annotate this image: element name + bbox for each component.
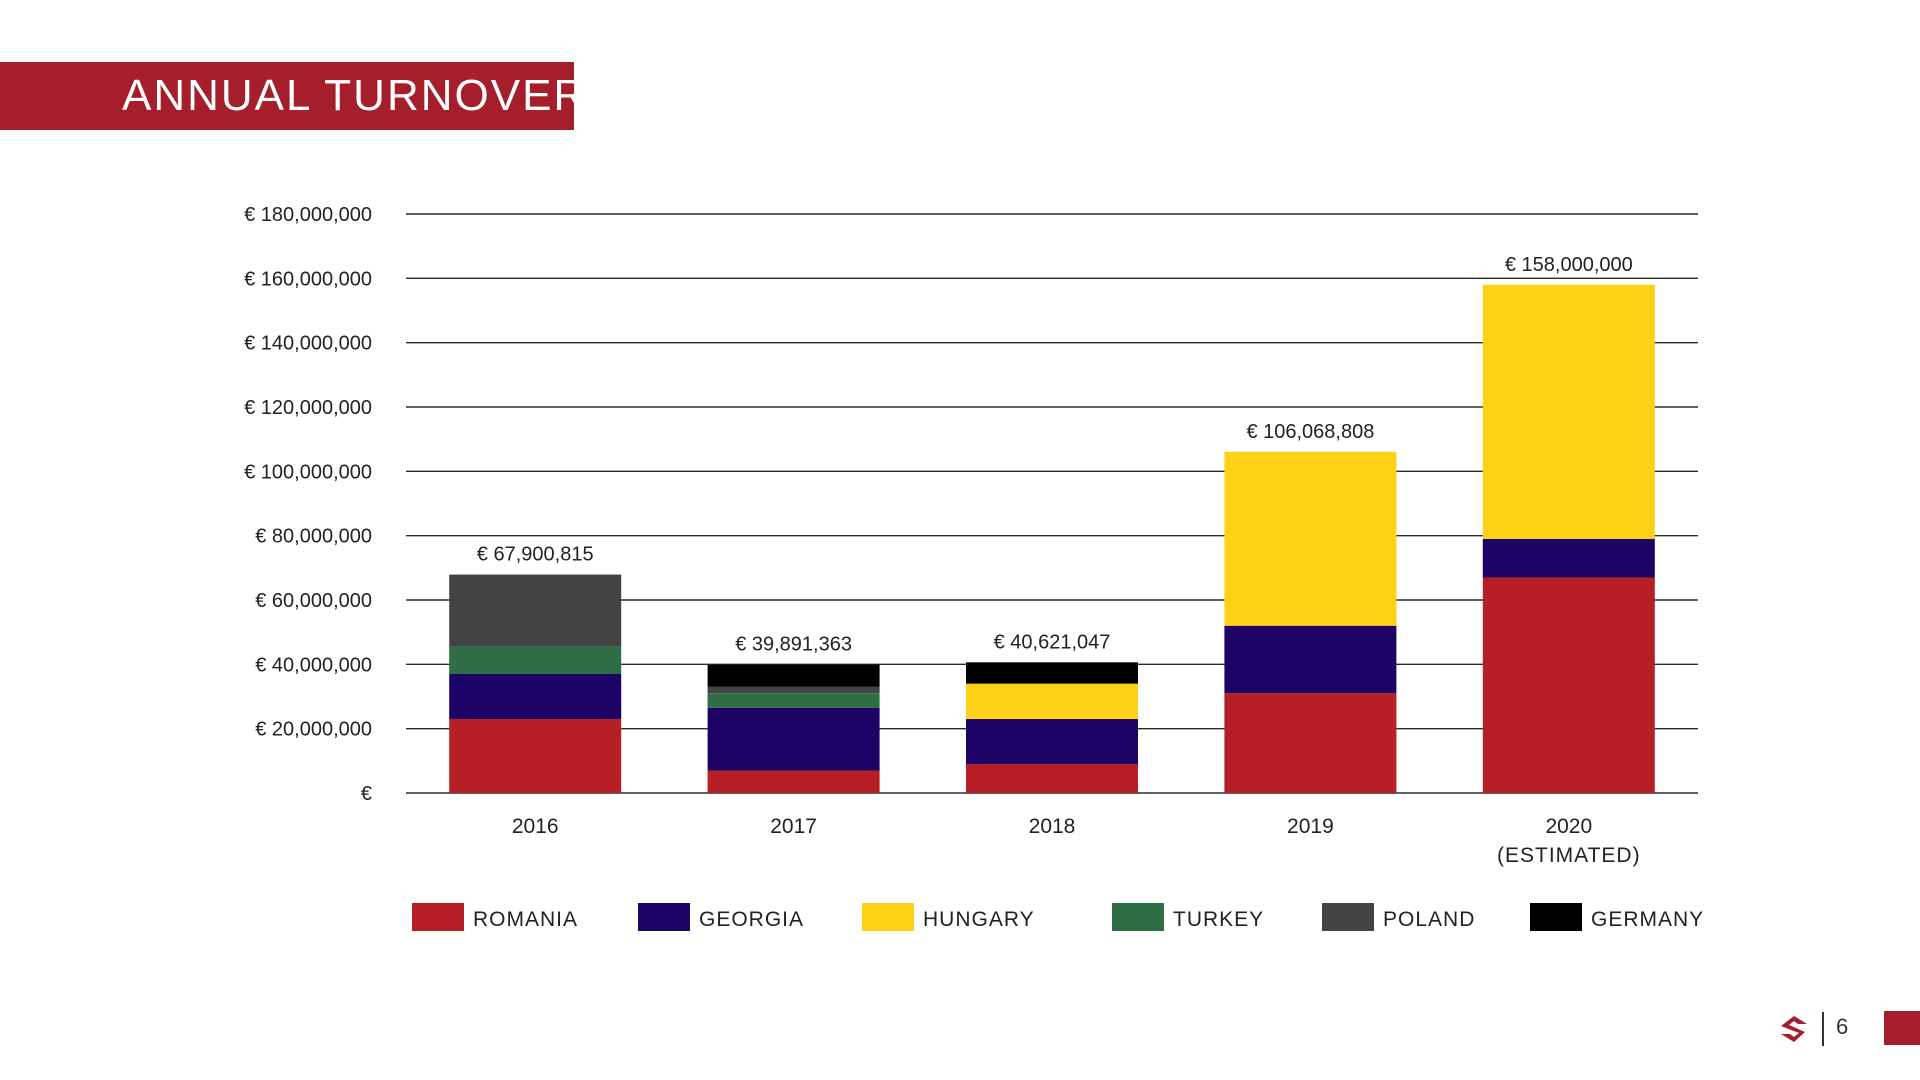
bar-segment-turkey (449, 646, 622, 674)
y-tick-label: € 60,000,000 (255, 590, 372, 612)
y-tick-label: € (361, 783, 372, 805)
y-tick-label: € 100,000,000 (244, 461, 372, 483)
total-label: € 158,000,000 (1505, 254, 1633, 276)
bar-segment-romania (707, 770, 880, 793)
x-tick-label: 2017 (770, 815, 817, 838)
legend-label: HUNGARY (923, 908, 1035, 931)
y-tick-label: € 160,000,000 (244, 268, 372, 290)
x-tick-label: 2020 (1545, 815, 1592, 838)
footer-accent-bar (1884, 1011, 1920, 1045)
slide-title: ANNUAL TURNOVER (122, 71, 588, 120)
bar-segment-georgia (1482, 538, 1655, 578)
legend-label: POLAND (1383, 908, 1475, 931)
legend-swatch-georgia (638, 903, 690, 931)
x-tick-label: (ESTIMATED) (1497, 844, 1641, 867)
bar-segment-romania (1482, 577, 1655, 793)
bar-segment-hungary (1482, 284, 1655, 539)
y-tick-label: € 180,000,000 (244, 204, 372, 226)
x-tick-label: 2018 (1029, 815, 1076, 838)
total-label: € 106,068,808 (1246, 421, 1374, 443)
bar-segment-romania (449, 719, 622, 793)
legend-label: GEORGIA (699, 908, 804, 931)
footer-divider (1822, 1012, 1824, 1046)
y-tick-label: € 40,000,000 (255, 654, 372, 676)
total-label: € 39,891,363 (735, 634, 852, 656)
bar-segment-romania (966, 764, 1138, 793)
company-logo-icon (1781, 1016, 1807, 1042)
bar-segment-georgia (707, 707, 880, 771)
title-banner: ANNUAL TURNOVER (0, 62, 585, 130)
y-tick-label: € 120,000,000 (244, 397, 372, 419)
x-tick-label: 2019 (1287, 815, 1334, 838)
legend-swatch-turkey (1112, 903, 1164, 931)
y-tick-label: € 80,000,000 (255, 526, 372, 548)
bar-segment-hungary (966, 683, 1138, 720)
y-tick-label: € 20,000,000 (255, 719, 372, 741)
bar-segment-turkey (707, 693, 880, 708)
legend-swatch-poland (1322, 903, 1374, 931)
total-label: € 67,900,815 (477, 544, 594, 566)
bar-segment-poland (707, 686, 880, 694)
bar-segment-hungary (1224, 451, 1397, 626)
legend-swatch-hungary (862, 903, 914, 931)
x-tick-label: 2016 (512, 815, 559, 838)
bar-segment-georgia (449, 673, 622, 720)
legend-label: TURKEY (1173, 908, 1264, 931)
bar-segment-romania (1224, 693, 1397, 793)
page-number: 6 (1836, 1014, 1849, 1039)
legend-label: ROMANIA (473, 908, 578, 931)
bar-segment-georgia (1224, 625, 1397, 694)
bar-segment-germany (707, 664, 880, 687)
legend-swatch-germany (1530, 903, 1582, 931)
bar-segment-germany (966, 662, 1138, 684)
legend-swatch-romania (412, 903, 464, 931)
legend-label: GERMANY (1591, 908, 1704, 931)
bar-segment-poland (449, 574, 622, 647)
y-tick-label: € 140,000,000 (244, 333, 372, 355)
total-label: € 40,621,047 (994, 631, 1111, 653)
bar-segment-georgia (966, 719, 1138, 765)
